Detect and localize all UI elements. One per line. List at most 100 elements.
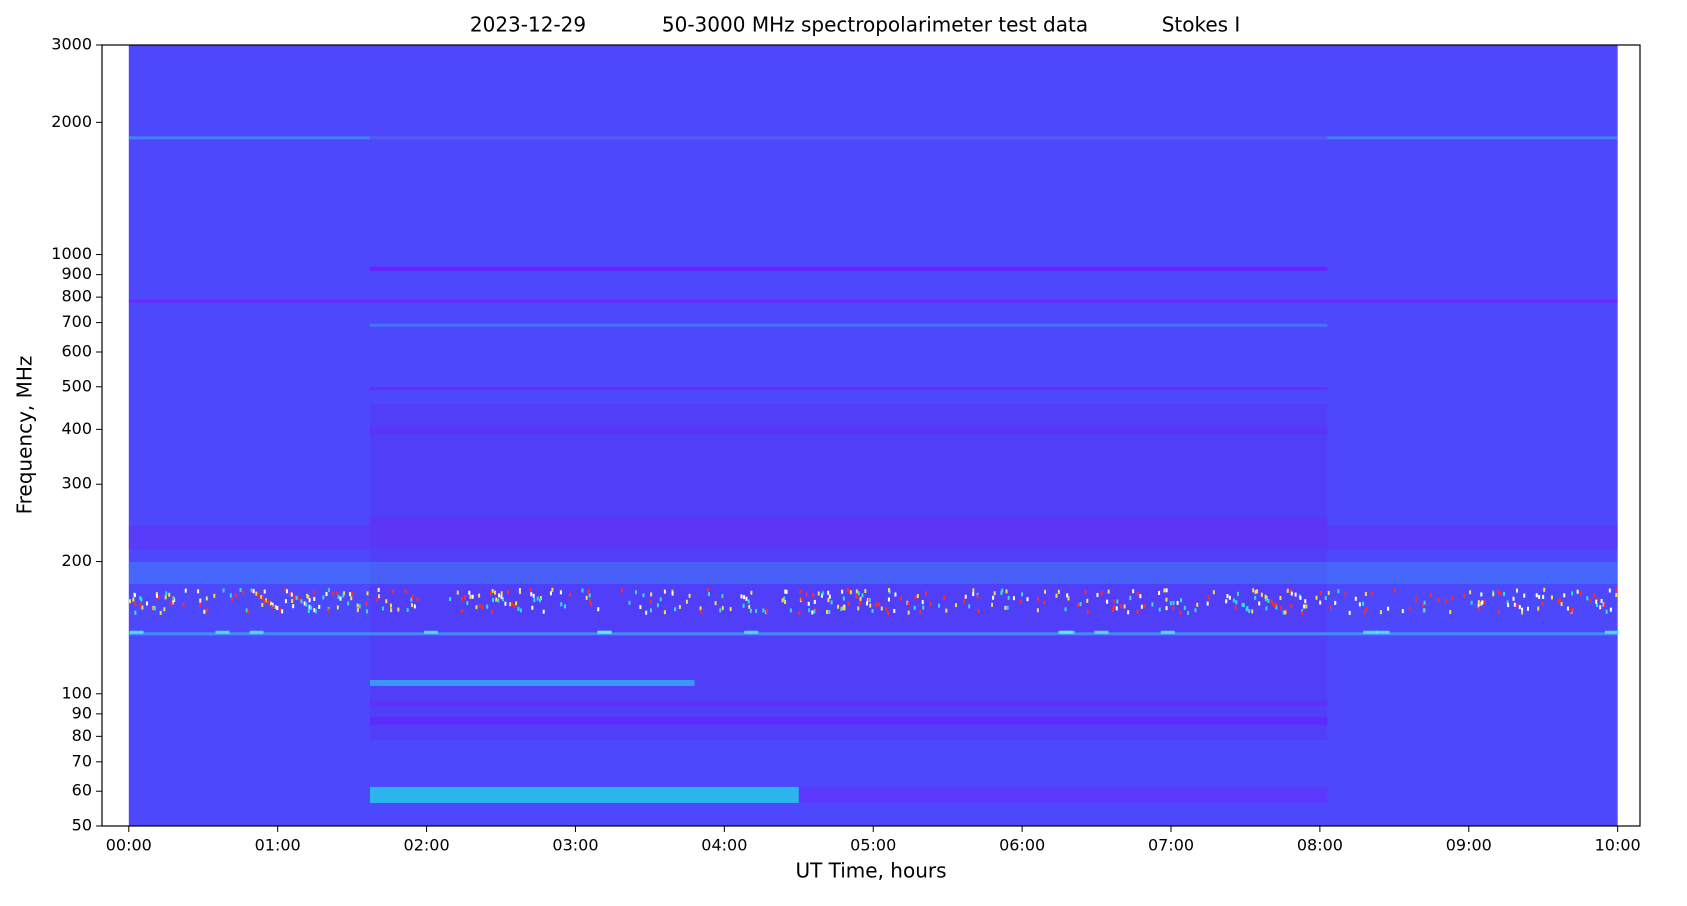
rfi-speckle: [349, 592, 352, 597]
rfi-speckle: [1608, 588, 1611, 593]
rfi-speckle: [877, 602, 880, 607]
rfi-speckle: [1596, 598, 1599, 603]
rfi-speckle: [255, 591, 258, 596]
rfi-speckle: [308, 604, 311, 609]
rfi-speckle: [1348, 610, 1351, 615]
rfi-dash: [597, 630, 612, 634]
rfi-speckle: [1498, 610, 1501, 615]
rfi-speckle: [507, 590, 510, 595]
rfi-speckle: [1290, 591, 1293, 596]
rfi-speckle: [327, 608, 330, 613]
rfi-speckle: [1273, 603, 1276, 608]
x-tick-label: 07:00: [1148, 836, 1194, 855]
rfi-speckle: [366, 591, 369, 596]
rfi-speckle: [1526, 606, 1529, 611]
y-tick-label: 400: [61, 419, 92, 438]
rfi-speckle: [1280, 606, 1283, 611]
rfi-speckle: [907, 601, 910, 606]
rfi-speckle: [404, 589, 407, 594]
rfi-speckle: [813, 609, 816, 614]
rfi-speckle: [170, 602, 173, 607]
rfi-speckle: [519, 590, 522, 595]
rfi-speckle: [1127, 610, 1130, 615]
rfi-speckle: [171, 600, 174, 605]
rfi-speckle: [826, 610, 829, 615]
rfi-speckle: [1370, 592, 1373, 597]
rfi-speckle: [1480, 601, 1483, 606]
rfi-speckle: [1267, 598, 1270, 603]
rfi-speckle: [1143, 604, 1146, 609]
rfi-speckle: [885, 607, 888, 612]
rfi-speckle: [1086, 609, 1089, 614]
rfi-speckle: [719, 608, 722, 613]
rfi-speckle: [1518, 605, 1521, 610]
rfi-speckle: [1451, 595, 1454, 600]
rfi-speckle: [342, 591, 345, 596]
rfi-speckle: [313, 596, 316, 601]
rfi-speckle: [840, 607, 843, 612]
rfi-speckle: [714, 601, 717, 606]
rfi-speckle: [856, 594, 859, 599]
rfi-speckle: [1319, 600, 1322, 605]
rfi-speckle: [1064, 607, 1067, 612]
rfi-speckle: [663, 610, 666, 615]
rfi-speckle: [1237, 591, 1239, 596]
rfi-speckle: [929, 602, 932, 607]
rfi-speckle: [1515, 588, 1518, 593]
rfi-speckle: [469, 594, 472, 599]
x-tick-label: 00:00: [106, 836, 152, 855]
y-tick-label: 70: [72, 751, 92, 770]
rfi-speckle: [991, 602, 994, 607]
rfi-speckle: [532, 593, 535, 598]
rfi-speckle: [1334, 600, 1337, 605]
rfi-speckle: [1437, 597, 1440, 602]
rfi-speckle: [749, 608, 752, 613]
y-tick-label: 60: [72, 781, 92, 800]
rfi-speckle: [1543, 587, 1546, 592]
rfi-speckle: [449, 597, 452, 602]
rfi-speckle: [849, 590, 852, 595]
rfi-speckle: [846, 588, 849, 593]
rfi-dash: [1058, 630, 1073, 634]
rfi-speckle: [139, 602, 142, 607]
rfi-speckle: [305, 602, 308, 607]
rfi-speckle: [1139, 594, 1142, 599]
rfi-speckle: [968, 604, 971, 609]
rfi-speckle: [475, 605, 478, 610]
rfi-speckle: [875, 602, 878, 607]
rfi-speckle: [864, 589, 867, 594]
rfi-speckle: [1415, 598, 1418, 603]
rfi-speckle: [560, 602, 563, 607]
rfi-speckle: [129, 599, 132, 604]
rfi-speckle: [907, 610, 910, 615]
rfi-speckle: [1055, 593, 1058, 598]
rfi-speckle: [1165, 597, 1168, 602]
band: [369, 679, 695, 686]
rfi-speckle: [515, 601, 518, 606]
rfi-speckle: [1254, 590, 1257, 595]
rfi-speckle: [1363, 610, 1366, 615]
x-axis-label: UT Time, hours: [795, 859, 946, 883]
band: [369, 323, 1328, 327]
rfi-speckle: [1563, 593, 1566, 598]
rfi-speckle: [1423, 600, 1426, 605]
rfi-speckle: [1571, 591, 1574, 596]
rfi-speckle: [855, 589, 858, 594]
rfi-speckle: [688, 593, 691, 598]
rfi-speckle: [674, 607, 677, 612]
rfi-speckle: [707, 592, 710, 597]
rfi-speckle: [1165, 588, 1168, 593]
band: [128, 525, 370, 550]
rfi-dash: [1094, 630, 1109, 634]
rfi-speckle: [222, 588, 225, 593]
rfi-speckle: [783, 596, 786, 601]
y-tick-label: 80: [72, 726, 92, 745]
rfi-speckle: [861, 593, 864, 598]
rfi-speckle: [563, 604, 566, 609]
rfi-speckle: [1558, 598, 1561, 603]
rfi-speckle: [1212, 590, 1215, 595]
rfi-speckle: [1271, 601, 1274, 606]
rfi-speckle: [332, 591, 335, 596]
rfi-speckle: [1480, 592, 1483, 597]
rfi-speckle: [1290, 604, 1293, 609]
